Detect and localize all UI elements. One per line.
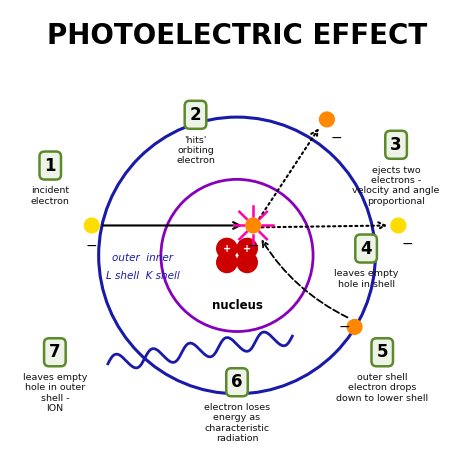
Text: −: − xyxy=(338,320,350,334)
Text: leaves empty
hole in outer
shell -
ION: leaves empty hole in outer shell - ION xyxy=(23,373,87,413)
Text: 6: 6 xyxy=(231,373,243,391)
Text: L shell  K shell: L shell K shell xyxy=(106,271,179,281)
Circle shape xyxy=(246,218,261,233)
Text: −: − xyxy=(330,131,342,145)
Text: 3: 3 xyxy=(390,136,402,154)
Text: 1: 1 xyxy=(45,156,56,174)
Text: leaves empty
hole in shell: leaves empty hole in shell xyxy=(334,269,398,289)
Circle shape xyxy=(347,319,362,334)
Text: +: + xyxy=(223,244,231,254)
Circle shape xyxy=(237,252,257,273)
Circle shape xyxy=(217,238,237,259)
Text: 7: 7 xyxy=(49,343,61,361)
Text: 'hits'
orbiting
electron: 'hits' orbiting electron xyxy=(176,136,215,165)
Text: 2: 2 xyxy=(190,106,201,124)
Text: −: − xyxy=(247,238,259,252)
Text: −: − xyxy=(402,237,413,251)
Text: PHOTOELECTRIC EFFECT: PHOTOELECTRIC EFFECT xyxy=(47,22,427,50)
Circle shape xyxy=(237,238,257,259)
Circle shape xyxy=(391,218,406,233)
Text: outer shell
electron drops
down to lower shell: outer shell electron drops down to lower… xyxy=(336,373,428,403)
Text: 5: 5 xyxy=(376,343,388,361)
Circle shape xyxy=(217,252,237,273)
Text: 4: 4 xyxy=(360,239,372,257)
Text: +: + xyxy=(243,244,251,254)
Text: electron loses
energy as
characteristic
radiation: electron loses energy as characteristic … xyxy=(204,403,270,443)
Text: outer  inner: outer inner xyxy=(112,253,173,263)
Circle shape xyxy=(319,112,334,127)
Text: nucleus: nucleus xyxy=(211,299,263,312)
Text: incident
electron: incident electron xyxy=(31,186,70,206)
Text: −: − xyxy=(86,238,98,252)
Circle shape xyxy=(84,218,99,233)
Text: ejects two
electrons -
velocity and angle
proportional: ejects two electrons - velocity and angl… xyxy=(352,165,440,206)
